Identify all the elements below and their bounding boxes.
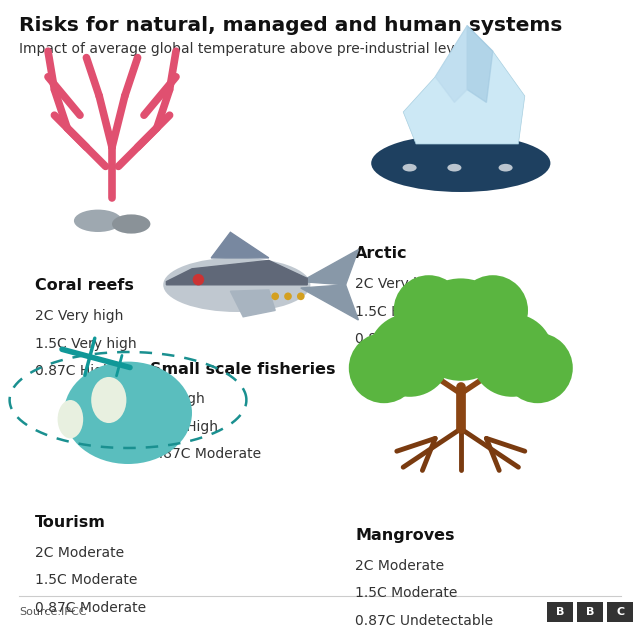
Polygon shape (403, 26, 525, 144)
Text: C: C (616, 607, 624, 617)
Circle shape (284, 292, 292, 300)
Circle shape (410, 278, 512, 381)
FancyBboxPatch shape (607, 602, 633, 622)
Text: 2C Very high: 2C Very high (355, 277, 444, 291)
FancyBboxPatch shape (577, 602, 603, 622)
Polygon shape (230, 290, 275, 317)
Text: 0.87C High: 0.87C High (35, 364, 112, 378)
Ellipse shape (371, 134, 550, 192)
Text: 1.5C High: 1.5C High (150, 420, 218, 434)
Circle shape (193, 274, 204, 285)
Polygon shape (301, 285, 358, 320)
Text: Impact of average global temperature above pre-industrial level: Impact of average global temperature abo… (19, 42, 467, 56)
Ellipse shape (74, 209, 122, 232)
FancyBboxPatch shape (547, 602, 573, 622)
Ellipse shape (447, 164, 461, 172)
Circle shape (458, 275, 528, 346)
Ellipse shape (64, 362, 192, 464)
Polygon shape (435, 26, 467, 102)
Text: Tourism: Tourism (35, 515, 106, 530)
Text: 2C Very high: 2C Very high (35, 309, 124, 323)
Ellipse shape (92, 377, 127, 423)
Text: 0.87C Moderate: 0.87C Moderate (35, 601, 147, 615)
Polygon shape (467, 26, 493, 102)
Text: 1.5C Moderate: 1.5C Moderate (355, 586, 458, 600)
Text: 0.87C Moderate: 0.87C Moderate (355, 332, 467, 346)
Text: Mangroves: Mangroves (355, 528, 454, 543)
Text: B: B (556, 607, 564, 617)
Ellipse shape (163, 257, 310, 312)
Text: Arctic: Arctic (355, 246, 408, 261)
Text: 0.87C Undetectable: 0.87C Undetectable (355, 614, 493, 628)
Text: 0.87C Moderate: 0.87C Moderate (150, 447, 262, 461)
Text: 1.5C High: 1.5C High (355, 305, 423, 319)
Polygon shape (301, 250, 358, 285)
Text: Small scale fisheries: Small scale fisheries (150, 362, 336, 376)
Ellipse shape (112, 214, 150, 234)
Text: 2C Moderate: 2C Moderate (355, 559, 444, 573)
Circle shape (470, 314, 554, 397)
Text: 1.5C Very high: 1.5C Very high (35, 337, 137, 351)
Circle shape (349, 333, 419, 403)
Polygon shape (166, 260, 307, 285)
Text: B: B (586, 607, 595, 617)
Ellipse shape (499, 164, 513, 172)
Ellipse shape (58, 400, 83, 438)
Text: Risks for natural, managed and human systems: Risks for natural, managed and human sys… (19, 16, 563, 35)
Circle shape (297, 292, 305, 300)
Polygon shape (211, 232, 269, 258)
Circle shape (271, 292, 279, 300)
Ellipse shape (403, 164, 417, 172)
Text: Coral reefs: Coral reefs (35, 278, 134, 293)
Circle shape (394, 275, 464, 346)
Circle shape (368, 314, 451, 397)
Circle shape (502, 333, 573, 403)
Text: 2C Moderate: 2C Moderate (35, 546, 124, 560)
Text: Source:IPCC: Source:IPCC (19, 607, 86, 617)
Text: 1.5C Moderate: 1.5C Moderate (35, 573, 138, 588)
Text: 2C High: 2C High (150, 392, 205, 406)
